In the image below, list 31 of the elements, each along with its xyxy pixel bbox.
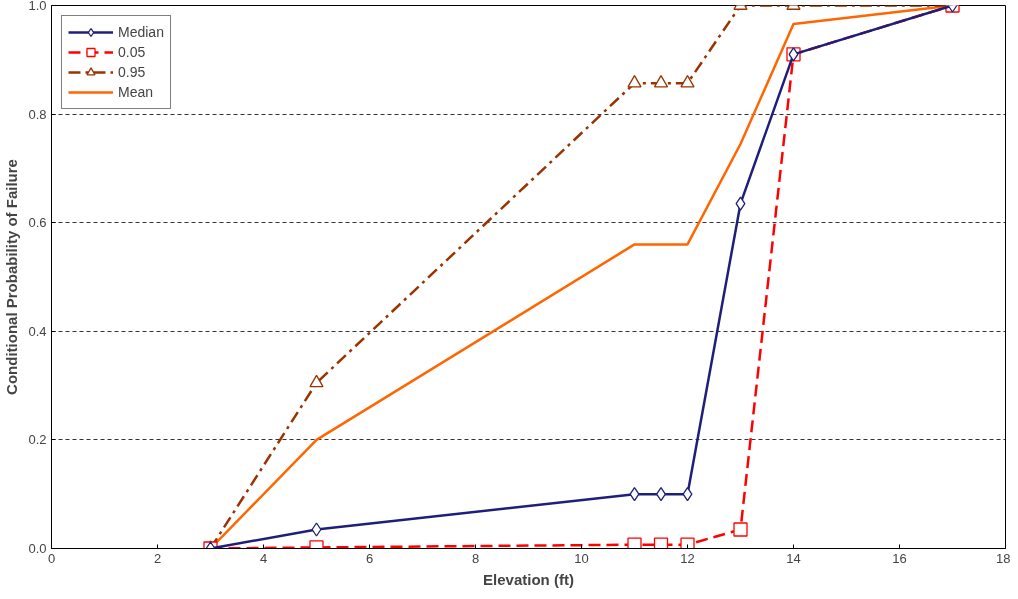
x-tick-label: 18 bbox=[996, 550, 1011, 566]
y-axis-title: Conditional Probability of Failure bbox=[3, 159, 21, 395]
x-tick-label: 8 bbox=[471, 550, 480, 566]
y-tick-label: 0.0 bbox=[28, 541, 47, 556]
point bbox=[653, 537, 669, 549]
point bbox=[629, 487, 640, 502]
legend-label: Mean bbox=[118, 83, 154, 101]
point bbox=[733, 522, 748, 537]
y-tick-label: 0.8 bbox=[28, 106, 47, 122]
legend-label: 0.95 bbox=[118, 63, 146, 81]
legend-label: 0.05 bbox=[118, 43, 146, 61]
point bbox=[311, 522, 322, 537]
x-tick-label: 16 bbox=[892, 550, 907, 566]
x-tick-label: 0 bbox=[47, 550, 56, 566]
x-tick-label: 14 bbox=[786, 550, 801, 566]
y-tick-label: 0.6 bbox=[28, 215, 47, 231]
y-tick-label: 0.2 bbox=[28, 432, 47, 448]
point bbox=[627, 537, 642, 549]
point bbox=[309, 374, 324, 388]
x-axis-title: Elevation (ft) bbox=[483, 570, 574, 588]
y-tick-label: 0.4 bbox=[28, 323, 47, 339]
x-tick-label: 10 bbox=[574, 550, 589, 566]
x-tick-label: 4 bbox=[259, 550, 268, 566]
point bbox=[682, 487, 693, 502]
x-tick-label: 12 bbox=[680, 550, 695, 566]
legend-label: Median bbox=[118, 23, 164, 41]
x-tick-label: 6 bbox=[365, 550, 374, 566]
x-tick-label: 2 bbox=[153, 550, 162, 566]
point bbox=[680, 537, 695, 549]
point bbox=[735, 196, 746, 211]
y-tick-label: 1.0 bbox=[28, 0, 47, 13]
